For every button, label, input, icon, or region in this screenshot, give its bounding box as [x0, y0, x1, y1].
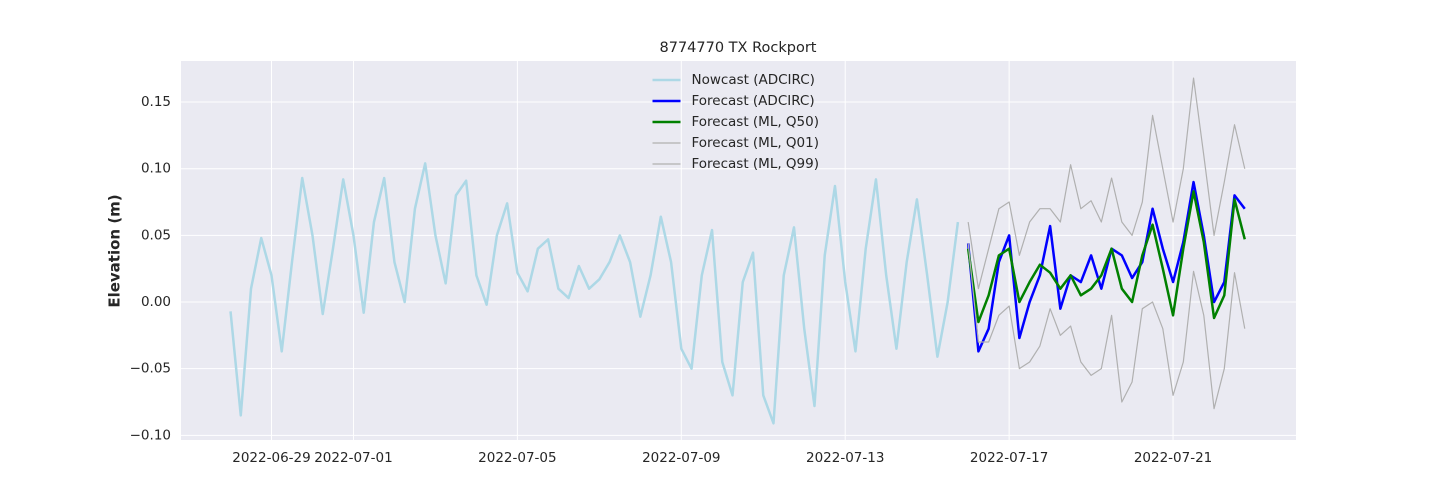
x-tick-label: 2022-06-29: [232, 450, 310, 466]
legend-label: Forecast (ADCIRC): [692, 93, 815, 109]
x-tick-label: 2022-07-01: [314, 450, 392, 466]
series-line: [966, 190, 1246, 324]
y-tick-label: −0.10: [130, 427, 171, 443]
series-line: [966, 180, 1246, 353]
legend-label: Forecast (ML, Q99): [692, 156, 820, 172]
legend: Nowcast (ADCIRC) Forecast (ADCIRC) Forecas…: [652, 72, 820, 172]
y-tick-label: −0.05: [130, 361, 171, 377]
series-line: [229, 162, 960, 425]
x-tick-label: 2022-07-13: [806, 450, 884, 466]
x-tick-label: 2022-07-17: [970, 450, 1048, 466]
chart-title: 8774770 TX Rockport: [660, 40, 817, 56]
legend-label: Nowcast (ADCIRC): [692, 72, 815, 88]
lines: [229, 77, 1246, 425]
series-line: [967, 77, 1246, 290]
x-tick-label: 2022-07-05: [478, 450, 556, 466]
x-tick-label: 2022-07-09: [642, 450, 720, 466]
grid: [181, 61, 1296, 440]
y-tick-label: 0.10: [141, 161, 171, 177]
series-line: [967, 243, 1246, 410]
y-tick-label: 0.05: [141, 227, 171, 243]
x-tick-label: 2022-07-21: [1134, 450, 1212, 466]
legend-label: Forecast (ML, Q01): [692, 135, 820, 151]
legend-label: Forecast (ML, Q50): [692, 114, 820, 130]
y-tick-label: 0.15: [141, 94, 171, 110]
y-tick-label: 0.00: [141, 294, 171, 310]
y-axis-label: Elevation (m): [106, 194, 124, 307]
